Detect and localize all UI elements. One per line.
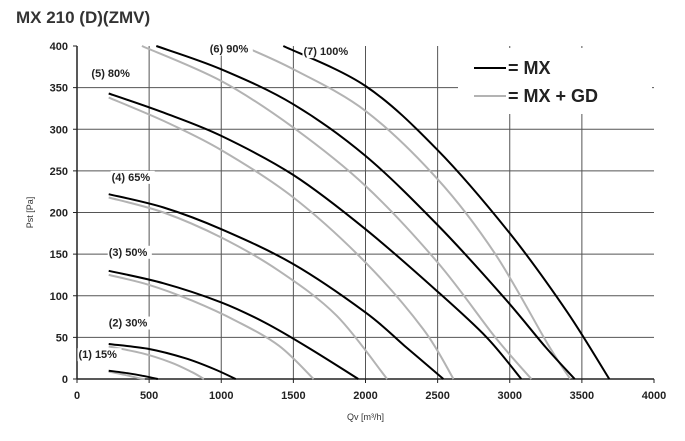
curve-label-bg: [77, 348, 122, 362]
y-tick-label: 50: [56, 332, 68, 344]
curve-label: (6) 90%: [210, 44, 249, 56]
curve-label: (3) 50%: [109, 247, 148, 259]
x-axis-label: Qv [m³/h]: [347, 412, 384, 422]
y-tick-label: 150: [50, 249, 68, 261]
x-tick-label: 1500: [281, 390, 305, 402]
series-line-mx-gd: [108, 196, 388, 380]
curve-label-bg: [208, 42, 253, 56]
grid-lines: [77, 46, 654, 379]
series-line-mx-gd: [108, 345, 205, 380]
legend-label: = MX + GD: [508, 86, 598, 106]
series-line-mx: [108, 269, 359, 380]
y-tick-label: 400: [50, 41, 68, 53]
series-line-mx-gd: [108, 370, 145, 380]
x-tick-label: 0: [74, 390, 80, 402]
series-line-mx-gd: [108, 273, 315, 380]
series-line-mx: [108, 369, 159, 380]
curve-label: (2) 30%: [109, 318, 148, 330]
y-tick-label: 100: [50, 291, 68, 303]
legend-label: = MX: [508, 58, 551, 78]
x-tick-label: 3500: [570, 390, 594, 402]
series-line-mx-gd: [141, 45, 533, 380]
curve-label: (5) 80%: [91, 68, 130, 80]
legend-box: [458, 48, 652, 114]
y-tick-label: 0: [62, 374, 68, 386]
x-tick-label: 500: [140, 390, 158, 402]
x-tick-label: 4000: [642, 390, 666, 402]
y-tick-label: 250: [50, 166, 68, 178]
series-line-mx: [108, 343, 237, 380]
series-line-mx: [282, 45, 611, 380]
curve-label-bg: [110, 170, 155, 184]
series-line-mx: [108, 92, 523, 380]
series-line-mx-gd: [242, 45, 572, 380]
y-tick-label: 300: [50, 124, 68, 136]
curve-label: (4) 65%: [112, 172, 151, 184]
x-tick-label: 1000: [209, 390, 233, 402]
series-line-mx: [108, 193, 445, 380]
curve-label-bg: [302, 45, 353, 59]
chart-title: MX 210 (D)(ZMV): [16, 8, 151, 27]
x-tick-label: 2000: [353, 390, 377, 402]
y-axis-label: Pst [Pa]: [25, 197, 35, 229]
series-line-mx-gd: [108, 96, 455, 380]
x-tick-label: 2500: [425, 390, 449, 402]
curve-label-bg: [107, 245, 152, 259]
curve-label-bg: [107, 316, 152, 330]
curve-label: (1) 15%: [78, 349, 117, 361]
y-tick-label: 350: [50, 83, 68, 95]
x-tick-label: 3000: [498, 390, 522, 402]
curve-label-bg: [90, 66, 135, 80]
series-line-mx: [155, 45, 576, 380]
y-tick-label: 200: [50, 208, 68, 220]
curve-label: (7) 100%: [303, 46, 348, 58]
